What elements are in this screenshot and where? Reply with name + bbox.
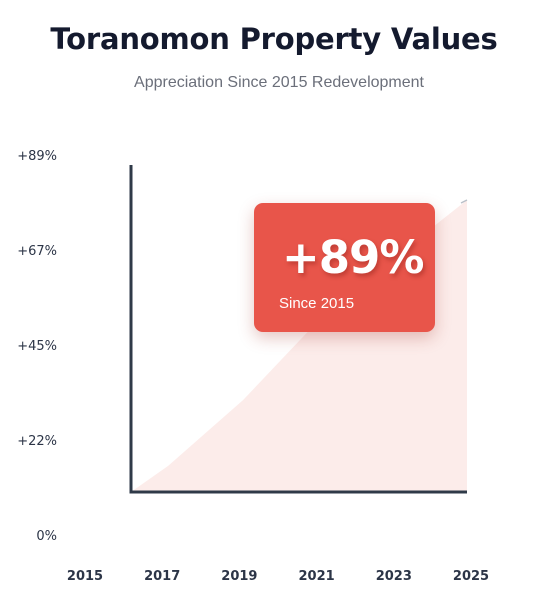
x-tick-label: 2015 xyxy=(67,569,103,584)
y-tick-label: +22% xyxy=(17,434,57,449)
x-tick-label: 2025 xyxy=(453,569,489,584)
y-tick-label: +67% xyxy=(17,244,57,259)
x-tick-label: 2023 xyxy=(376,569,412,584)
y-tick-label: +45% xyxy=(17,339,57,354)
y-axis-ticks: 0% +22% +45% +67% +89% xyxy=(17,149,57,544)
x-axis-ticks: 2015 2017 2019 2021 2023 2025 xyxy=(67,569,489,584)
y-tick-label: +89% xyxy=(17,149,57,164)
area-series-line xyxy=(460,199,468,204)
growth-callout-value: +89% xyxy=(282,231,424,284)
x-tick-label: 2017 xyxy=(144,569,180,584)
y-tick-label: 0% xyxy=(36,529,57,544)
growth-callout-label: Since 2015 xyxy=(279,295,355,312)
x-tick-label: 2019 xyxy=(221,569,257,584)
x-tick-label: 2021 xyxy=(299,569,335,584)
chart-title: Toranomon Property Values xyxy=(50,22,498,56)
chart-subtitle: Appreciation Since 2015 Redevelopment xyxy=(134,74,424,91)
growth-callout-card: +89% Since 2015 xyxy=(254,203,435,332)
